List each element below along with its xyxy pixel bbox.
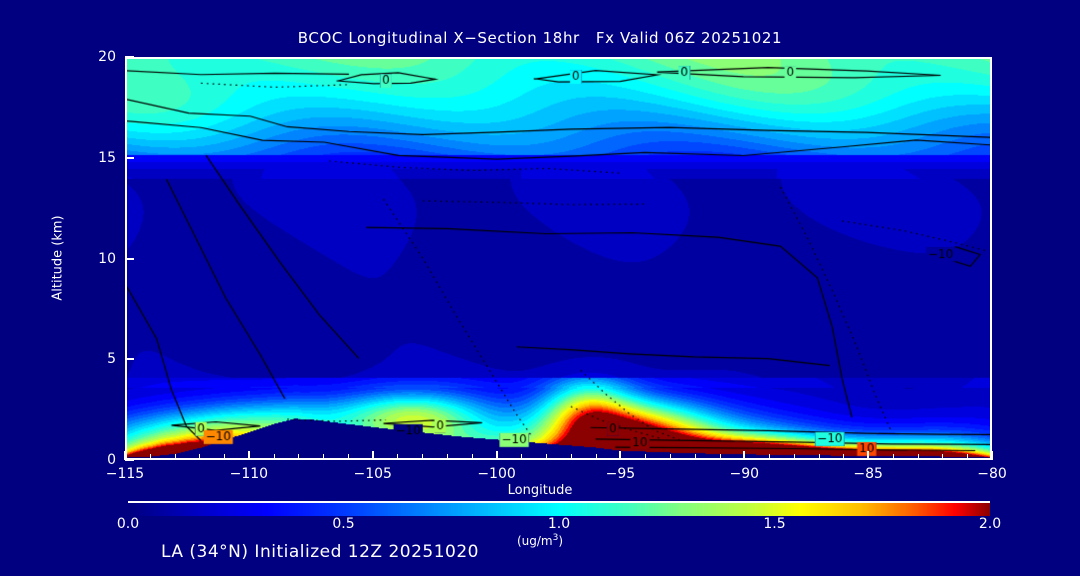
- x-minor-tick: [793, 454, 795, 460]
- x-minor-tick: [224, 454, 226, 460]
- x-minor-tick: [917, 454, 919, 460]
- x-tick-mark: [371, 451, 374, 460]
- x-minor-tick: [570, 454, 572, 460]
- colorbar-tick-label: 2.0: [978, 516, 1002, 532]
- x-tick-mark: [867, 451, 870, 460]
- colorbar-units-exponent: 3: [552, 533, 559, 543]
- colorbar-tick-label: 0.5: [332, 516, 355, 532]
- x-minor-tick: [273, 454, 275, 460]
- x-tick-label: −115: [105, 466, 145, 482]
- x-minor-tick: [546, 454, 548, 460]
- x-minor-tick: [694, 454, 696, 460]
- x-minor-tick: [843, 454, 845, 460]
- colorbar-units-suffix: ): [558, 534, 564, 548]
- x-minor-tick: [942, 454, 944, 460]
- x-tick-label: −95: [605, 466, 636, 482]
- x-minor-tick: [397, 454, 399, 460]
- y-tick-mark: [125, 358, 134, 361]
- colorbar-units: (ug/m3): [0, 533, 1080, 548]
- x-minor-tick: [595, 454, 597, 460]
- x-minor-tick: [174, 454, 176, 460]
- x-minor-tick: [422, 454, 424, 460]
- x-tick-mark: [991, 451, 993, 460]
- x-tick-mark: [247, 451, 250, 460]
- x-tick-mark: [124, 451, 126, 460]
- figure-caption: LA (34°N) Initialized 12Z 20251020: [161, 542, 479, 562]
- concentration-field-heatmap: [127, 59, 990, 458]
- x-minor-tick: [149, 454, 151, 460]
- y-tick-label: 15: [98, 149, 116, 166]
- colorbar-units-text: (ug/m: [516, 534, 553, 548]
- colorbar-gradient: [128, 503, 990, 516]
- x-minor-tick: [199, 454, 201, 460]
- y-tick-mark: [125, 56, 134, 58]
- y-axis-label: Altitude (km): [50, 215, 66, 301]
- y-tick-mark: [125, 257, 134, 260]
- y-tick-label: 0: [107, 452, 116, 468]
- x-minor-tick: [967, 454, 969, 460]
- colorbar-tick-label: 0.0: [116, 516, 140, 532]
- x-minor-tick: [298, 454, 300, 460]
- x-tick-label: −105: [353, 466, 392, 482]
- colorbar[interactable]: [128, 501, 990, 516]
- y-tick-label: 10: [98, 250, 116, 267]
- y-tick-mark: [125, 156, 134, 159]
- x-minor-tick: [719, 454, 721, 460]
- colorbar-tick-label: 1.5: [763, 516, 786, 532]
- x-minor-tick: [447, 454, 449, 460]
- plot-area[interactable]: [125, 57, 992, 460]
- colorbar-tick-label: 1.0: [547, 516, 571, 532]
- x-minor-tick: [521, 454, 523, 460]
- x-tick-label: −100: [477, 466, 516, 482]
- x-minor-tick: [669, 454, 671, 460]
- x-tick-label: −90: [729, 466, 760, 482]
- x-axis-label: Longitude: [507, 483, 573, 498]
- x-tick-mark: [743, 451, 746, 460]
- figure-title: BCOC Longitudinal X−Section 18hr Fx Vali…: [297, 29, 783, 47]
- x-minor-tick: [347, 454, 349, 460]
- x-tick-label: −80: [977, 466, 1007, 482]
- x-tick-mark: [495, 451, 498, 460]
- x-tick-mark: [619, 451, 622, 460]
- x-minor-tick: [323, 454, 325, 460]
- x-minor-tick: [645, 454, 647, 460]
- x-tick-label: −110: [229, 466, 269, 482]
- y-tick-label: 20: [98, 49, 116, 65]
- x-minor-tick: [892, 454, 894, 460]
- x-tick-label: −85: [853, 466, 883, 482]
- x-minor-tick: [818, 454, 820, 460]
- x-minor-tick: [471, 454, 473, 460]
- y-tick-label: 5: [107, 351, 116, 368]
- y-tick-mark: [125, 459, 134, 461]
- x-minor-tick: [769, 454, 771, 460]
